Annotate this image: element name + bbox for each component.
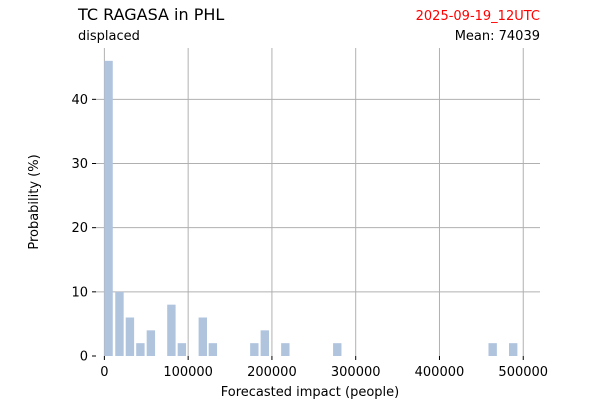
bar-12 xyxy=(333,343,342,356)
bar-11 xyxy=(281,343,290,356)
y-axis-label: Probability (%) xyxy=(27,154,42,249)
bars xyxy=(104,60,518,356)
bar-1 xyxy=(115,291,124,356)
bar-8 xyxy=(208,343,218,356)
bar-0 xyxy=(104,60,113,356)
grid-lines xyxy=(96,48,540,356)
forecast-date: 2025-09-19_12UTC xyxy=(416,9,540,24)
y-tick-label-1: 10 xyxy=(71,285,88,300)
bar-14 xyxy=(508,343,518,356)
x-tick-label-4: 400000 xyxy=(415,365,465,380)
x-tick-label-5: 500000 xyxy=(498,365,548,380)
mean-value: Mean: 74039 xyxy=(455,29,540,44)
x-axis-label: Forecasted impact (people) xyxy=(221,385,399,400)
chart-title: TC RAGASA in PHL xyxy=(77,5,224,24)
bar-5 xyxy=(167,304,176,356)
y-tick-label-4: 40 xyxy=(71,93,88,108)
x-axis-ticks: 0 100000 200000 300000 400000 500000 xyxy=(100,356,548,380)
bar-10 xyxy=(260,330,269,356)
bar-13 xyxy=(488,343,497,356)
bar-3 xyxy=(136,343,145,356)
bar-6 xyxy=(177,343,187,356)
chart-subtitle: displaced xyxy=(78,29,140,44)
bar-2 xyxy=(125,317,135,356)
bar-4 xyxy=(146,330,156,356)
x-tick-label-1: 100000 xyxy=(163,365,213,380)
x-tick-label-3: 300000 xyxy=(331,365,381,380)
y-tick-label-2: 20 xyxy=(71,221,88,236)
bar-7 xyxy=(198,317,208,356)
y-tick-label-3: 30 xyxy=(71,157,88,172)
x-tick-label-0: 0 xyxy=(100,365,108,380)
bar-9 xyxy=(250,343,259,356)
x-tick-label-2: 200000 xyxy=(247,365,297,380)
y-tick-label-0: 0 xyxy=(80,350,88,365)
y-axis-ticks: 0 10 20 30 40 xyxy=(71,93,96,365)
